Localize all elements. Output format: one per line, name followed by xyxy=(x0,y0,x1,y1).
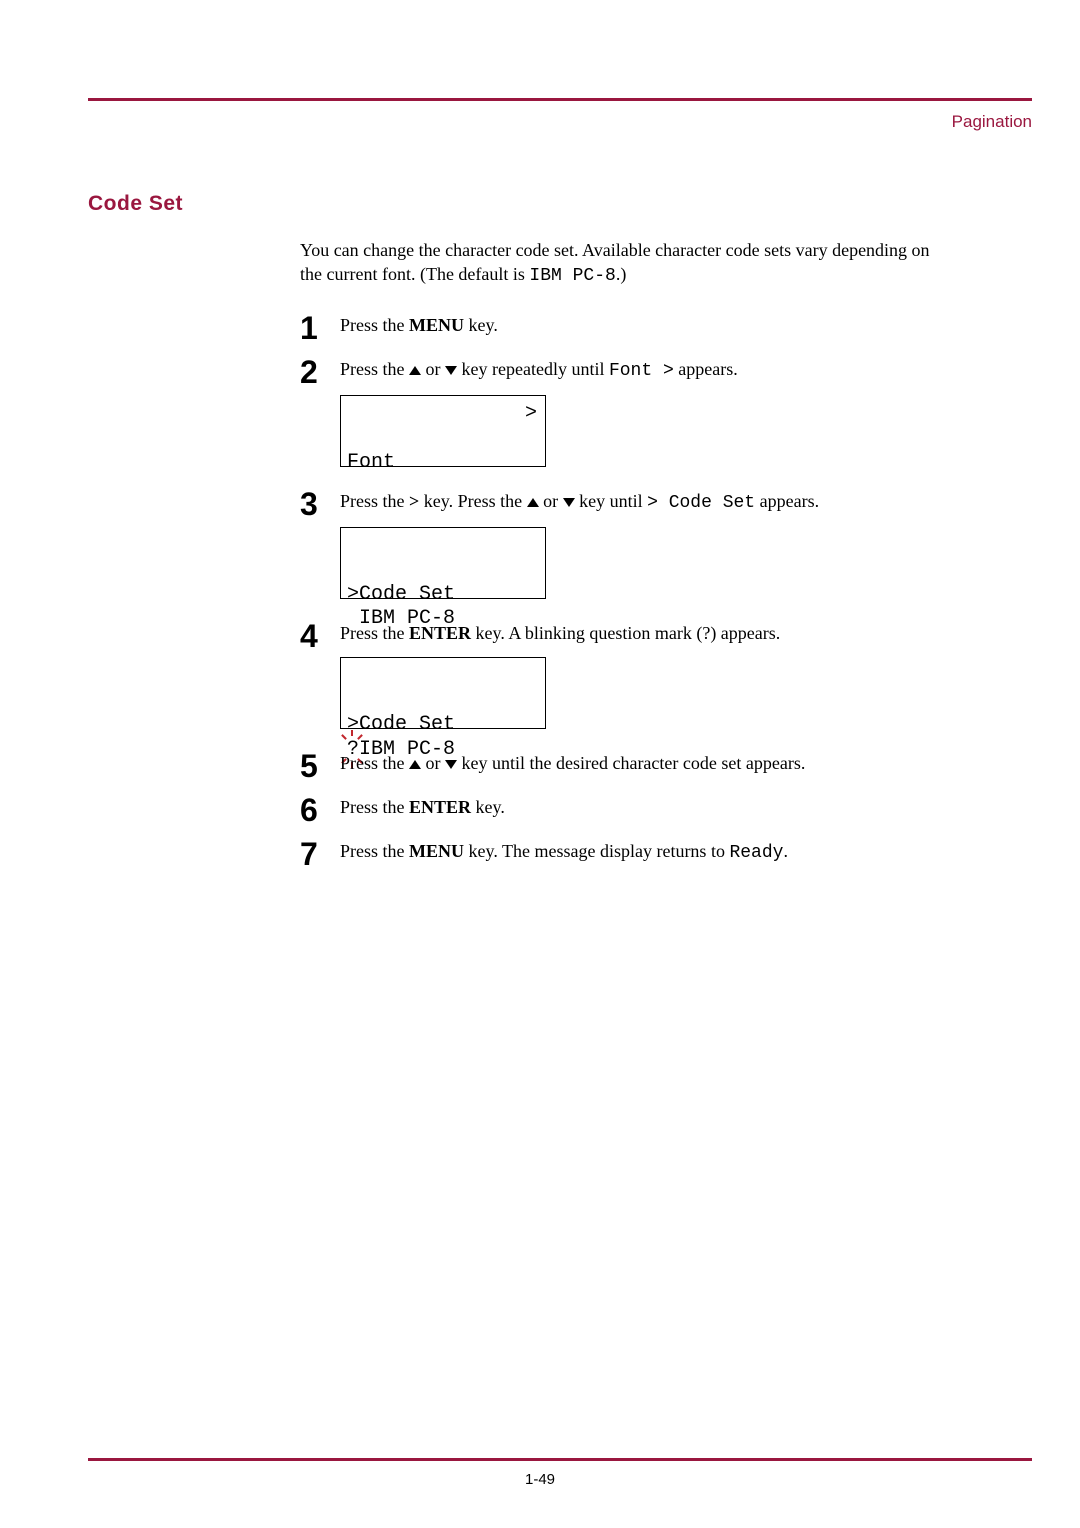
step-7: 7 Press the MENU key. The message displa… xyxy=(300,837,947,871)
step-4-text: Press the ENTER key. A blinking question… xyxy=(340,619,947,645)
s2-c: key repeatedly until xyxy=(457,359,609,379)
s5-b: or xyxy=(421,753,445,773)
step-2-text: Press the or key repeatedly until Font >… xyxy=(340,355,947,383)
step-2: 2 Press the or key repeatedly until Font… xyxy=(300,355,947,467)
step-7-text: Press the MENU key. The message display … xyxy=(340,837,947,865)
s5-a: Press the xyxy=(340,753,409,773)
disp2-right: > xyxy=(525,402,537,426)
down-caret-icon xyxy=(445,366,457,375)
s3-code: > Code Set xyxy=(647,493,755,513)
step-5-text: Press the or key until the desired chara… xyxy=(340,749,947,775)
step-6-number: 6 xyxy=(300,789,340,832)
up-caret-icon xyxy=(527,498,539,507)
step-6: 6 Press the ENTER key. xyxy=(300,793,947,827)
step-3-text: Press the > key. Press the or key until … xyxy=(340,487,947,515)
s3-e: appears. xyxy=(755,491,819,511)
bottom-rule xyxy=(88,1458,1032,1461)
intro-text-b: .) xyxy=(616,264,627,284)
page-number: 1-49 xyxy=(0,1471,1080,1488)
s4-a: Press the xyxy=(340,623,409,643)
step-5: 5 Press the or key until the desired cha… xyxy=(300,749,947,783)
step-1-text: Press the MENU key. xyxy=(340,311,947,337)
s4-enter: ENTER xyxy=(409,623,471,643)
lcd-display-font: Font > xyxy=(340,395,546,467)
s6-c: key. xyxy=(471,797,505,817)
step-4-number: 4 xyxy=(300,615,340,658)
intro-code: IBM PC-8 xyxy=(529,266,615,286)
s7-code: Ready xyxy=(729,843,783,863)
s2-code: Font > xyxy=(609,361,674,381)
s6-enter: ENTER xyxy=(409,797,471,817)
down-caret-icon xyxy=(445,760,457,769)
s7-a: Press the xyxy=(340,841,409,861)
header-section-label: Pagination xyxy=(952,112,1032,132)
step-1-number: 1 xyxy=(300,307,340,350)
step-3: 3 Press the > key. Press the or key unti… xyxy=(300,487,947,599)
step-5-number: 5 xyxy=(300,745,340,788)
step-2-number: 2 xyxy=(300,351,340,394)
section-title: Code Set xyxy=(88,192,183,216)
s2-b: or xyxy=(421,359,445,379)
up-caret-icon xyxy=(409,760,421,769)
s1-c: key. xyxy=(464,315,498,335)
s5-c: key until the desired character code set… xyxy=(457,753,805,773)
down-caret-icon xyxy=(563,498,575,507)
s3-gt: > xyxy=(409,491,419,511)
s6-a: Press the xyxy=(340,797,409,817)
step-7-number: 7 xyxy=(300,833,340,876)
s3-a: Press the xyxy=(340,491,409,511)
intro-paragraph: You can change the character code set. A… xyxy=(300,238,947,289)
disp4-line1: >Code Set xyxy=(347,713,539,737)
s2-a: Press the xyxy=(340,359,409,379)
disp2-line1: Font xyxy=(347,451,539,475)
lcd-display-codeset: >Code Set IBM PC-8 xyxy=(340,527,546,599)
s4-c: key. A blinking question mark (?) appear… xyxy=(471,623,780,643)
up-caret-icon xyxy=(409,366,421,375)
page: Pagination Code Set You can change the c… xyxy=(0,0,1080,1528)
s7-menu: MENU xyxy=(409,841,464,861)
step-6-text: Press the ENTER key. xyxy=(340,793,947,819)
s3-b: key. Press the xyxy=(419,491,526,511)
s3-d: key until xyxy=(575,491,648,511)
body: You can change the character code set. A… xyxy=(300,238,947,881)
s3-c: or xyxy=(539,491,563,511)
s1-menu: MENU xyxy=(409,315,464,335)
step-1: 1 Press the MENU key. xyxy=(300,311,947,345)
s7-d: . xyxy=(783,841,788,861)
s1-a: Press the xyxy=(340,315,409,335)
step-4: 4 Press the ENTER key. A blinking questi… xyxy=(300,619,947,729)
s2-d: appears. xyxy=(674,359,738,379)
step-3-number: 3 xyxy=(300,483,340,526)
top-rule xyxy=(88,98,1032,101)
lcd-display-codeset-blink: >Code Set?IBM PC-8 xyxy=(340,657,546,729)
s7-c: key. The message display returns to xyxy=(464,841,729,861)
disp3-line1: >Code Set xyxy=(347,583,539,607)
